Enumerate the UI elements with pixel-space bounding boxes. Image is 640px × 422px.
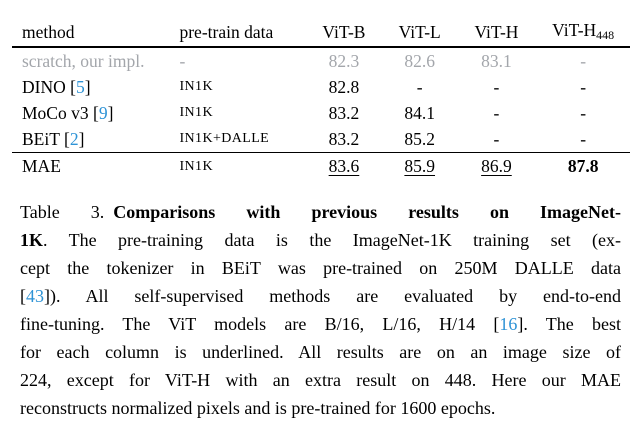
vith448-cell: - xyxy=(580,128,587,149)
pretrain-cell: IN1K xyxy=(179,79,213,94)
caption-line: cept the tokenizer in BEiT was pre-train… xyxy=(20,258,621,278)
vith-cell: - xyxy=(493,76,500,97)
vitb-cell: 82.3 xyxy=(328,50,360,71)
method-cell: MAE xyxy=(22,156,179,177)
table-row-dino: DINO [5] IN1K 82.8 - - - xyxy=(0,74,640,100)
caption-text: ]). All self-supervised methods are eval… xyxy=(44,286,621,306)
method-bracket: ] xyxy=(84,76,91,97)
citation-link[interactable]: 2 xyxy=(69,128,79,149)
table-header-row: method pre-train data ViT-B ViT-L ViT-H … xyxy=(0,12,640,46)
method-bracket: ] xyxy=(107,102,114,123)
header-vitl: ViT-L xyxy=(398,22,441,42)
method-cell: DINO [5] xyxy=(22,77,179,98)
method-name: DINO [ xyxy=(22,76,76,97)
citation-link[interactable]: 43 xyxy=(26,286,44,306)
caption-label: Table 3. xyxy=(20,202,105,222)
vitl-cell: 84.1 xyxy=(404,102,436,123)
header-vith: ViT-H xyxy=(474,22,519,42)
table-caption: Table 3. Comparisons with previous result… xyxy=(20,198,621,422)
vith-cell: 83.1 xyxy=(481,50,512,71)
vith448-cell-best: 87.8 xyxy=(567,156,599,176)
pretrain-cell: IN1K xyxy=(179,105,213,120)
citation-link[interactable]: 5 xyxy=(75,76,85,97)
caption-text: . The pre-training data is the ImageNet-… xyxy=(43,230,621,250)
method-bracket: ] xyxy=(78,128,85,149)
method-name: scratch, our impl. xyxy=(22,50,145,71)
caption-text: ]. The best xyxy=(517,314,622,334)
caption-line: [43]). All self-supervised methods are e… xyxy=(20,282,621,310)
method-cell: MoCo v3 [9] xyxy=(22,103,179,124)
caption-text: fine-tuning. The ViT models are B/16, L/… xyxy=(20,314,500,334)
header-vith448-subscript: 448 xyxy=(596,28,615,42)
header-vitb: ViT-B xyxy=(322,22,366,42)
table-row-scratch: scratch, our impl. - 82.3 82.6 83.1 - xyxy=(0,48,640,74)
vitl-cell: - xyxy=(416,76,423,97)
vitl-cell: 82.6 xyxy=(404,50,436,71)
caption-title-bold: Comparisons with previous results on Ima… xyxy=(113,202,621,222)
method-name: BEiT [ xyxy=(22,128,70,149)
method-name: MAE xyxy=(22,156,61,176)
vith448-cell: - xyxy=(580,102,587,123)
vith-cell-best: 86.9 xyxy=(481,156,512,176)
header-vith448: ViT-H448 xyxy=(536,20,630,43)
caption-line: for each column is underlined. All resul… xyxy=(20,342,621,362)
caption-title-bold: 1K xyxy=(20,230,44,250)
header-pretrain: pre-train data xyxy=(179,22,274,42)
vitb-cell: 83.2 xyxy=(328,102,360,123)
caption-line: fine-tuning. The ViT models are B/16, L/… xyxy=(20,310,621,338)
vith-cell: - xyxy=(493,128,500,149)
caption-line: 224, except for ViT-H with an extra resu… xyxy=(20,370,621,390)
vith-cell: - xyxy=(493,102,500,123)
vitl-cell-best: 85.9 xyxy=(404,156,436,176)
caption-line: Table 3. Comparisons with previous result… xyxy=(20,198,621,226)
table-row-moco: MoCo v3 [9] IN1K 83.2 84.1 - - xyxy=(0,100,640,126)
method-cell: BEiT [2] xyxy=(22,129,179,150)
results-table: method pre-train data ViT-B ViT-L ViT-H … xyxy=(0,0,640,180)
citation-link[interactable]: 9 xyxy=(98,102,108,123)
vitb-cell-best: 83.6 xyxy=(328,156,360,176)
mae-separator-rule xyxy=(12,152,630,153)
vitb-cell: 83.2 xyxy=(328,128,360,149)
pretrain-cell: - xyxy=(179,50,186,71)
header-vith448-base: ViT-H xyxy=(552,20,597,40)
citation-link[interactable]: 16 xyxy=(499,314,518,334)
table-row-mae: MAE IN1K 83.6 85.9 86.9 87.8 xyxy=(0,153,640,180)
method-cell: scratch, our impl. xyxy=(22,51,179,72)
pretrain-cell: IN1K xyxy=(179,158,213,174)
vith448-cell: - xyxy=(580,76,587,97)
caption-line: reconstructs normalized pixels and is pr… xyxy=(20,398,496,418)
method-name: MoCo v3 [ xyxy=(22,102,99,123)
header-rule xyxy=(12,46,630,48)
vitb-cell: 82.8 xyxy=(328,76,360,97)
header-method: method xyxy=(22,22,75,42)
vith448-cell: - xyxy=(580,50,587,71)
caption-text: [ xyxy=(20,286,26,306)
pretrain-cell: IN1K+DALLE xyxy=(179,131,270,146)
table-row-beit: BEiT [2] IN1K+DALLE 83.2 85.2 - - xyxy=(0,126,640,152)
vitl-cell: 85.2 xyxy=(404,128,436,149)
caption-line: 1K. The pre-training data is the ImageNe… xyxy=(20,226,621,254)
